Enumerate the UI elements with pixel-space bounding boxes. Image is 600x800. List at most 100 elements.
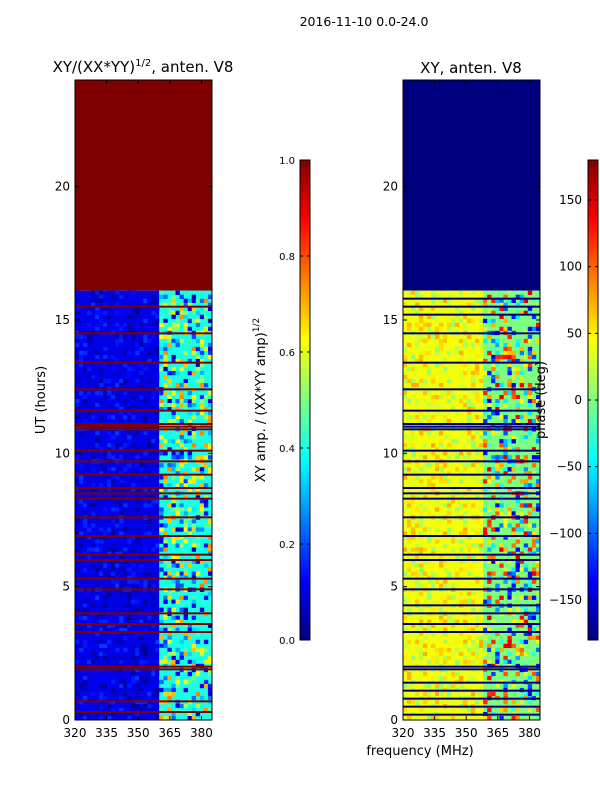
heatmap-cell bbox=[123, 503, 128, 508]
heatmap-cell bbox=[99, 555, 104, 560]
heatmap-cell bbox=[119, 519, 124, 524]
heatmap-cell bbox=[131, 310, 136, 316]
heatmap-cell bbox=[83, 715, 88, 721]
heatmap-cell bbox=[87, 294, 92, 299]
heatmap-cell bbox=[423, 358, 428, 364]
heatmap-cell bbox=[403, 374, 408, 380]
heatmap-cell bbox=[443, 627, 448, 633]
heatmap-cell bbox=[471, 715, 476, 721]
heatmap-cell bbox=[483, 326, 488, 332]
heatmap-cell bbox=[439, 635, 444, 641]
heatmap-cell bbox=[487, 615, 492, 620]
heatmap-cell bbox=[415, 342, 420, 348]
heatmap-cell bbox=[523, 310, 529, 316]
heatmap-cell bbox=[115, 290, 120, 295]
heatmap-cell bbox=[535, 671, 541, 677]
heatmap-cell bbox=[411, 563, 416, 568]
heatmap-cell bbox=[131, 378, 136, 384]
heatmap-cell bbox=[427, 627, 432, 633]
heatmap-cell bbox=[499, 306, 504, 312]
heatmap-cell bbox=[467, 543, 472, 548]
heatmap-cell bbox=[447, 419, 452, 424]
heatmap-cell bbox=[163, 483, 168, 488]
heatmap-cell bbox=[507, 346, 512, 352]
heatmap-cell bbox=[411, 627, 416, 633]
heatmap-cell bbox=[123, 463, 128, 468]
heatmap-cell bbox=[163, 571, 168, 576]
heatmap-cell bbox=[111, 563, 116, 568]
heatmap-cell bbox=[511, 366, 516, 372]
heatmap-cell bbox=[455, 463, 460, 468]
heatmap-cell bbox=[83, 679, 88, 685]
heatmap-cell bbox=[463, 394, 468, 400]
heatmap-cell bbox=[519, 619, 525, 625]
heatmap-cell bbox=[83, 487, 88, 492]
heatmap-cell bbox=[467, 707, 472, 713]
heatmap-cell bbox=[135, 447, 140, 452]
heatmap-cell bbox=[167, 447, 172, 452]
heatmap-cell bbox=[487, 443, 492, 448]
heatmap-cell bbox=[127, 579, 132, 584]
heatmap-cell bbox=[535, 322, 541, 328]
heatmap-cell bbox=[511, 707, 516, 713]
heatmap-cell bbox=[139, 326, 144, 332]
heatmap-cell bbox=[151, 322, 156, 328]
heatmap-cell bbox=[483, 671, 488, 677]
heatmap-cell bbox=[443, 487, 448, 492]
heatmap-cell bbox=[439, 342, 444, 348]
heatmap-cell bbox=[207, 643, 213, 649]
heatmap-cell bbox=[447, 683, 452, 689]
heatmap-cell bbox=[203, 342, 209, 348]
heatmap-cell bbox=[135, 471, 140, 476]
heatmap-cell bbox=[471, 475, 476, 480]
heatmap-cell bbox=[179, 535, 184, 540]
heatmap-cell bbox=[427, 483, 432, 488]
heatmap-cell bbox=[171, 370, 176, 376]
heatmap-cell bbox=[139, 643, 144, 649]
heatmap-cell bbox=[83, 423, 88, 428]
heatmap-cell bbox=[439, 298, 444, 304]
heatmap-cell bbox=[183, 439, 188, 444]
heatmap-cell bbox=[107, 607, 112, 612]
heatmap-cell bbox=[187, 358, 193, 364]
heatmap-cell bbox=[459, 423, 464, 428]
heatmap-cell bbox=[455, 691, 460, 697]
heatmap-cell bbox=[431, 451, 436, 456]
heatmap-cell bbox=[171, 415, 176, 420]
heatmap-cell bbox=[487, 675, 492, 681]
flag-line bbox=[75, 361, 212, 364]
heatmap-cell bbox=[83, 583, 88, 588]
heatmap-cell bbox=[515, 715, 520, 721]
heatmap-cell bbox=[479, 683, 484, 689]
heatmap-cell bbox=[403, 475, 408, 480]
heatmap-cell bbox=[207, 551, 213, 556]
heatmap-cell bbox=[467, 318, 472, 324]
heatmap-cell bbox=[91, 691, 96, 697]
heatmap-cell bbox=[403, 390, 408, 396]
heatmap-cell bbox=[415, 419, 420, 424]
heatmap-cell bbox=[527, 382, 533, 388]
heatmap-cell bbox=[439, 555, 444, 560]
heatmap-cell bbox=[111, 579, 116, 584]
heatmap-cell bbox=[455, 499, 460, 504]
heatmap-cell bbox=[495, 370, 500, 376]
heatmap-cell bbox=[451, 298, 456, 304]
heatmap-cell bbox=[527, 675, 533, 681]
heatmap-cell bbox=[463, 555, 468, 560]
amplitude-flag-lines bbox=[75, 305, 212, 713]
heatmap-cell bbox=[79, 487, 84, 492]
heatmap-cell bbox=[119, 423, 124, 428]
heatmap-cell bbox=[107, 342, 112, 348]
heatmap-cell bbox=[127, 390, 132, 396]
heatmap-cell bbox=[199, 338, 205, 344]
heatmap-cell bbox=[131, 294, 136, 299]
heatmap-cell bbox=[135, 403, 140, 408]
heatmap-cell bbox=[467, 403, 472, 408]
heatmap-cell bbox=[75, 290, 80, 295]
heatmap-cell bbox=[415, 551, 420, 556]
heatmap-cell bbox=[459, 382, 464, 388]
heatmap-cell bbox=[131, 298, 136, 304]
heatmap-cell bbox=[459, 362, 464, 368]
heatmap-cell bbox=[531, 595, 537, 600]
